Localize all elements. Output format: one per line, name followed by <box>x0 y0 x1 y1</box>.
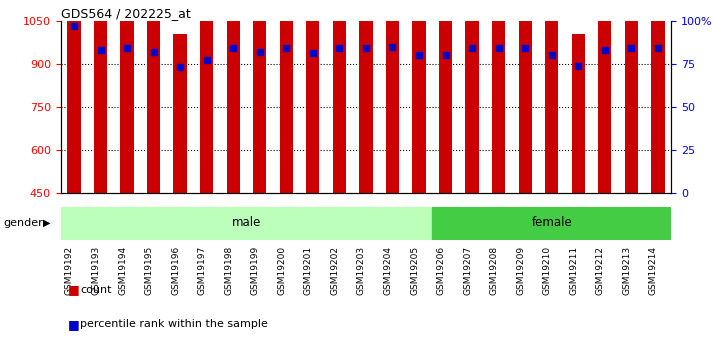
Bar <box>413 13 426 193</box>
Bar <box>306 18 319 193</box>
Bar <box>545 17 558 193</box>
Bar <box>651 0 665 193</box>
Bar <box>598 1 611 193</box>
Bar <box>386 0 399 193</box>
Text: percentile rank within the sample: percentile rank within the sample <box>80 319 268 329</box>
Text: ▶: ▶ <box>43 218 51 228</box>
Bar <box>572 34 585 193</box>
Bar <box>61 207 432 240</box>
Bar <box>94 0 107 193</box>
Bar <box>432 207 671 240</box>
Text: male: male <box>232 216 261 229</box>
Bar <box>174 34 187 193</box>
Bar <box>67 0 81 193</box>
Bar <box>226 0 240 193</box>
Bar <box>466 0 478 193</box>
Bar <box>200 19 213 193</box>
Text: ■: ■ <box>68 318 79 331</box>
Text: count: count <box>80 285 111 295</box>
Bar <box>253 2 266 193</box>
Text: GDS564 / 202225_at: GDS564 / 202225_at <box>61 7 191 20</box>
Text: gender: gender <box>4 218 44 228</box>
Text: female: female <box>531 216 572 229</box>
Bar <box>280 0 293 193</box>
Bar <box>492 0 506 193</box>
Bar <box>625 0 638 193</box>
Bar <box>439 6 452 193</box>
Bar <box>359 0 373 193</box>
Bar <box>121 0 134 193</box>
Text: ■: ■ <box>68 283 79 296</box>
Bar <box>333 17 346 193</box>
Bar <box>518 0 532 193</box>
Bar <box>147 1 160 193</box>
